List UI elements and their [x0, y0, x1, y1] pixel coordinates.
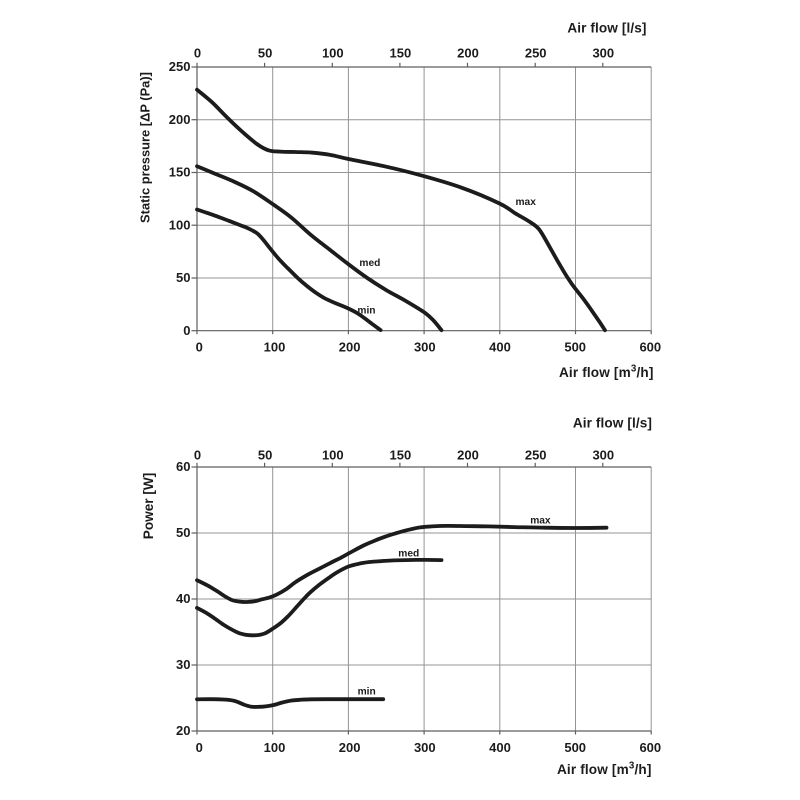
svg-text:min: min — [357, 305, 375, 316]
svg-text:200: 200 — [339, 339, 361, 354]
svg-text:Static pressure [ΔP (Pa)]: Static pressure [ΔP (Pa)] — [138, 72, 153, 223]
svg-text:200: 200 — [457, 46, 479, 61]
svg-text:Air flow [l/s]: Air flow [l/s] — [567, 21, 646, 36]
svg-text:0: 0 — [196, 339, 203, 354]
svg-text:100: 100 — [169, 217, 191, 232]
svg-text:150: 150 — [390, 46, 412, 61]
svg-text:250: 250 — [525, 447, 547, 462]
svg-text:200: 200 — [457, 447, 479, 462]
svg-text:300: 300 — [592, 447, 614, 462]
svg-text:200: 200 — [339, 740, 361, 755]
svg-text:40: 40 — [176, 591, 190, 606]
svg-text:20: 20 — [176, 723, 190, 738]
svg-text:50: 50 — [176, 270, 190, 285]
svg-text:200: 200 — [169, 112, 191, 127]
svg-text:100: 100 — [264, 740, 286, 755]
svg-text:600: 600 — [639, 339, 661, 354]
svg-text:100: 100 — [264, 339, 286, 354]
svg-text:Air flow [l/s]: Air flow [l/s] — [573, 416, 652, 431]
svg-text:60: 60 — [176, 459, 190, 474]
svg-text:300: 300 — [592, 46, 614, 61]
svg-text:50: 50 — [258, 46, 272, 61]
svg-text:Air flow [m3/h]: Air flow [m3/h] — [557, 760, 652, 777]
svg-text:500: 500 — [564, 740, 586, 755]
svg-text:50: 50 — [176, 525, 190, 540]
svg-text:med: med — [398, 548, 419, 559]
svg-text:Power [W]: Power [W] — [141, 473, 156, 539]
svg-text:0: 0 — [194, 447, 201, 462]
svg-text:Air flow [m3/h]: Air flow [m3/h] — [559, 364, 654, 381]
svg-text:0: 0 — [194, 46, 201, 61]
svg-text:150: 150 — [169, 165, 191, 180]
svg-text:600: 600 — [639, 740, 661, 755]
svg-text:400: 400 — [489, 740, 511, 755]
svg-text:med: med — [359, 258, 380, 269]
svg-text:500: 500 — [564, 339, 586, 354]
svg-text:max: max — [516, 197, 537, 208]
svg-text:250: 250 — [525, 46, 547, 61]
svg-text:250: 250 — [169, 59, 191, 74]
svg-text:150: 150 — [390, 447, 412, 462]
svg-text:100: 100 — [322, 447, 344, 462]
svg-text:30: 30 — [176, 657, 190, 672]
svg-text:0: 0 — [183, 323, 190, 338]
svg-text:100: 100 — [322, 46, 344, 61]
svg-text:min: min — [358, 686, 376, 697]
svg-text:300: 300 — [414, 339, 436, 354]
svg-text:300: 300 — [414, 740, 436, 755]
svg-text:50: 50 — [258, 447, 272, 462]
svg-text:0: 0 — [196, 740, 203, 755]
svg-text:max: max — [530, 515, 551, 526]
svg-text:400: 400 — [489, 339, 511, 354]
